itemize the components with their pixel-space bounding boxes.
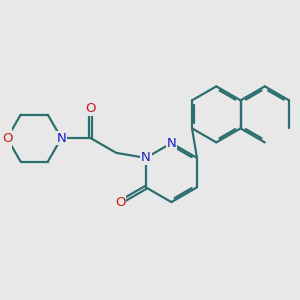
- Text: N: N: [141, 152, 151, 164]
- Text: O: O: [2, 132, 12, 145]
- Text: O: O: [115, 196, 126, 208]
- Text: N: N: [56, 132, 66, 145]
- Text: N: N: [167, 136, 176, 150]
- Text: O: O: [85, 102, 96, 115]
